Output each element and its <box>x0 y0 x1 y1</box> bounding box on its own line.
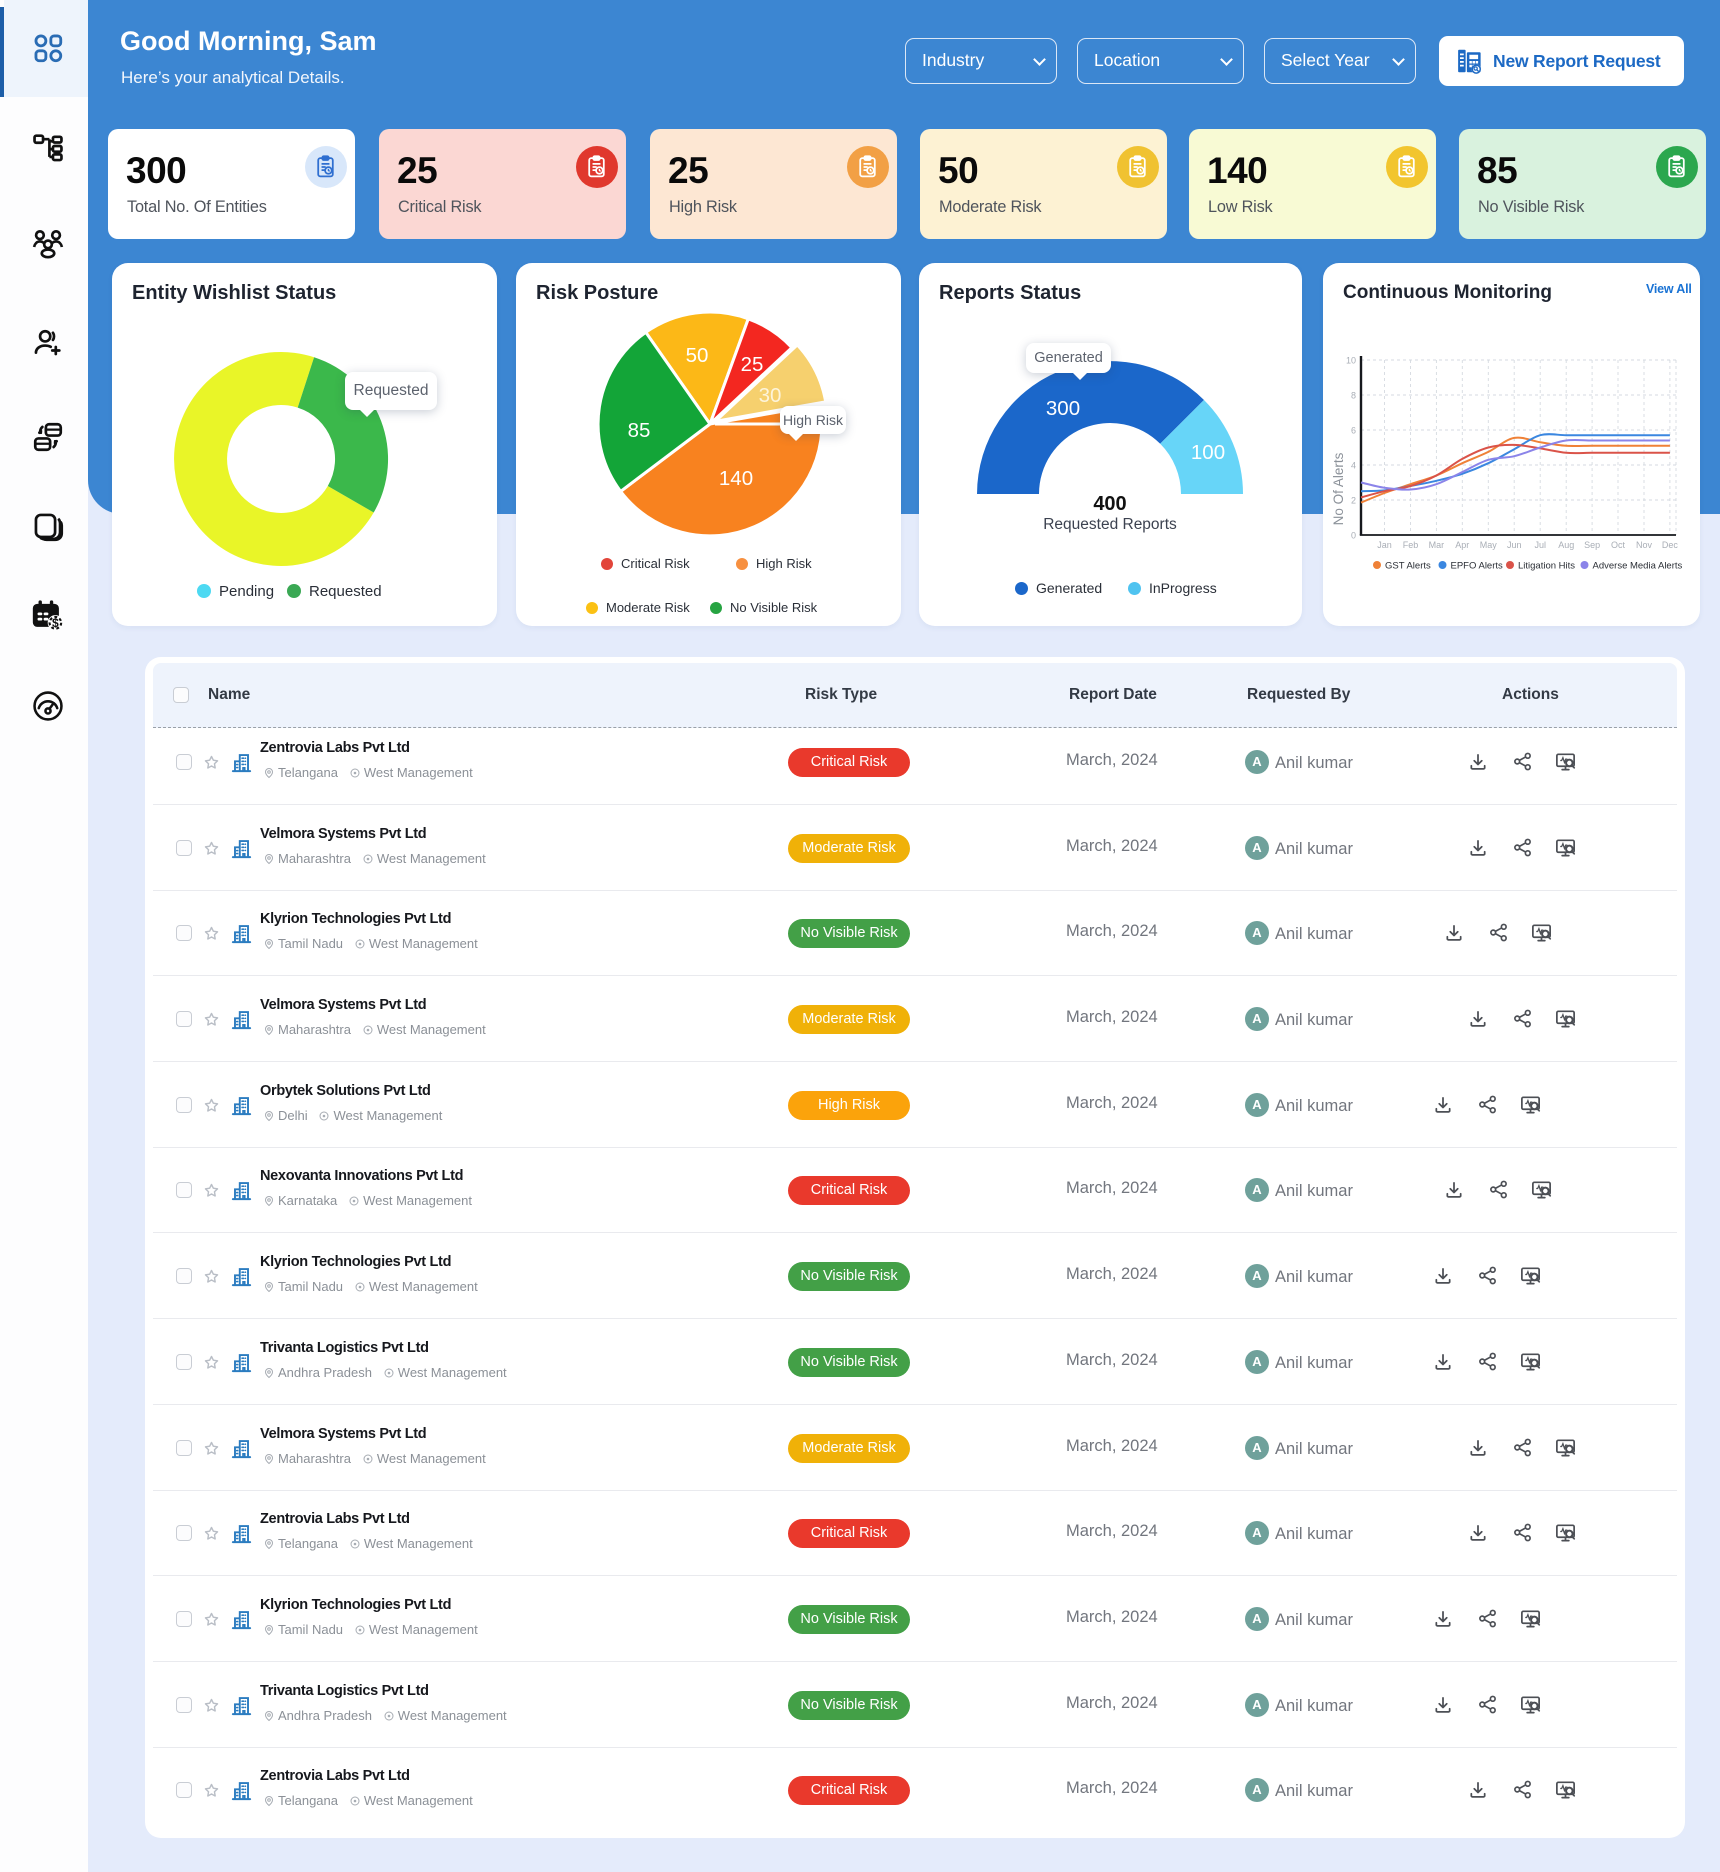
svg-text:Litigation Hits: Litigation Hits <box>1518 561 1575 572</box>
svg-text:100: 100 <box>1191 441 1225 464</box>
svg-text:25: 25 <box>741 353 764 376</box>
svg-text:4: 4 <box>1351 461 1356 471</box>
svg-text:Jul: Jul <box>1534 540 1546 550</box>
svg-text:Apr: Apr <box>1455 540 1469 550</box>
svg-text:Jan: Jan <box>1377 540 1392 550</box>
svg-text:Jun: Jun <box>1507 540 1522 550</box>
svg-text:Mar: Mar <box>1429 540 1445 550</box>
svg-text:EPFO Alerts: EPFO Alerts <box>1451 561 1504 572</box>
svg-text:85: 85 <box>628 419 651 442</box>
svg-text:2: 2 <box>1351 496 1356 506</box>
svg-text:Feb: Feb <box>1403 540 1419 550</box>
svg-text:Aug: Aug <box>1558 540 1574 550</box>
svg-text:140: 140 <box>719 467 753 490</box>
svg-text:Requested Reports: Requested Reports <box>1043 516 1177 533</box>
svg-text:Dec: Dec <box>1662 540 1679 550</box>
svg-text:No Of Alerts: No Of Alerts <box>1331 452 1346 525</box>
svg-text:Sep: Sep <box>1584 540 1600 550</box>
svg-text:300: 300 <box>1046 397 1080 420</box>
svg-text:6: 6 <box>1351 426 1356 436</box>
svg-text:30: 30 <box>759 384 782 407</box>
svg-text:$: $ <box>52 616 59 630</box>
svg-text:Adverse Media Alerts: Adverse Media Alerts <box>1593 561 1683 572</box>
svg-text:10: 10 <box>1346 356 1356 366</box>
svg-text:Nov: Nov <box>1636 540 1653 550</box>
svg-text:GST Alerts: GST Alerts <box>1385 561 1431 572</box>
svg-text:50: 50 <box>686 344 709 367</box>
svg-text:May: May <box>1480 540 1498 550</box>
svg-text:8: 8 <box>1351 391 1356 401</box>
svg-text:Oct: Oct <box>1611 540 1626 550</box>
svg-text:400: 400 <box>1093 493 1126 515</box>
svg-text:0: 0 <box>1351 531 1356 541</box>
